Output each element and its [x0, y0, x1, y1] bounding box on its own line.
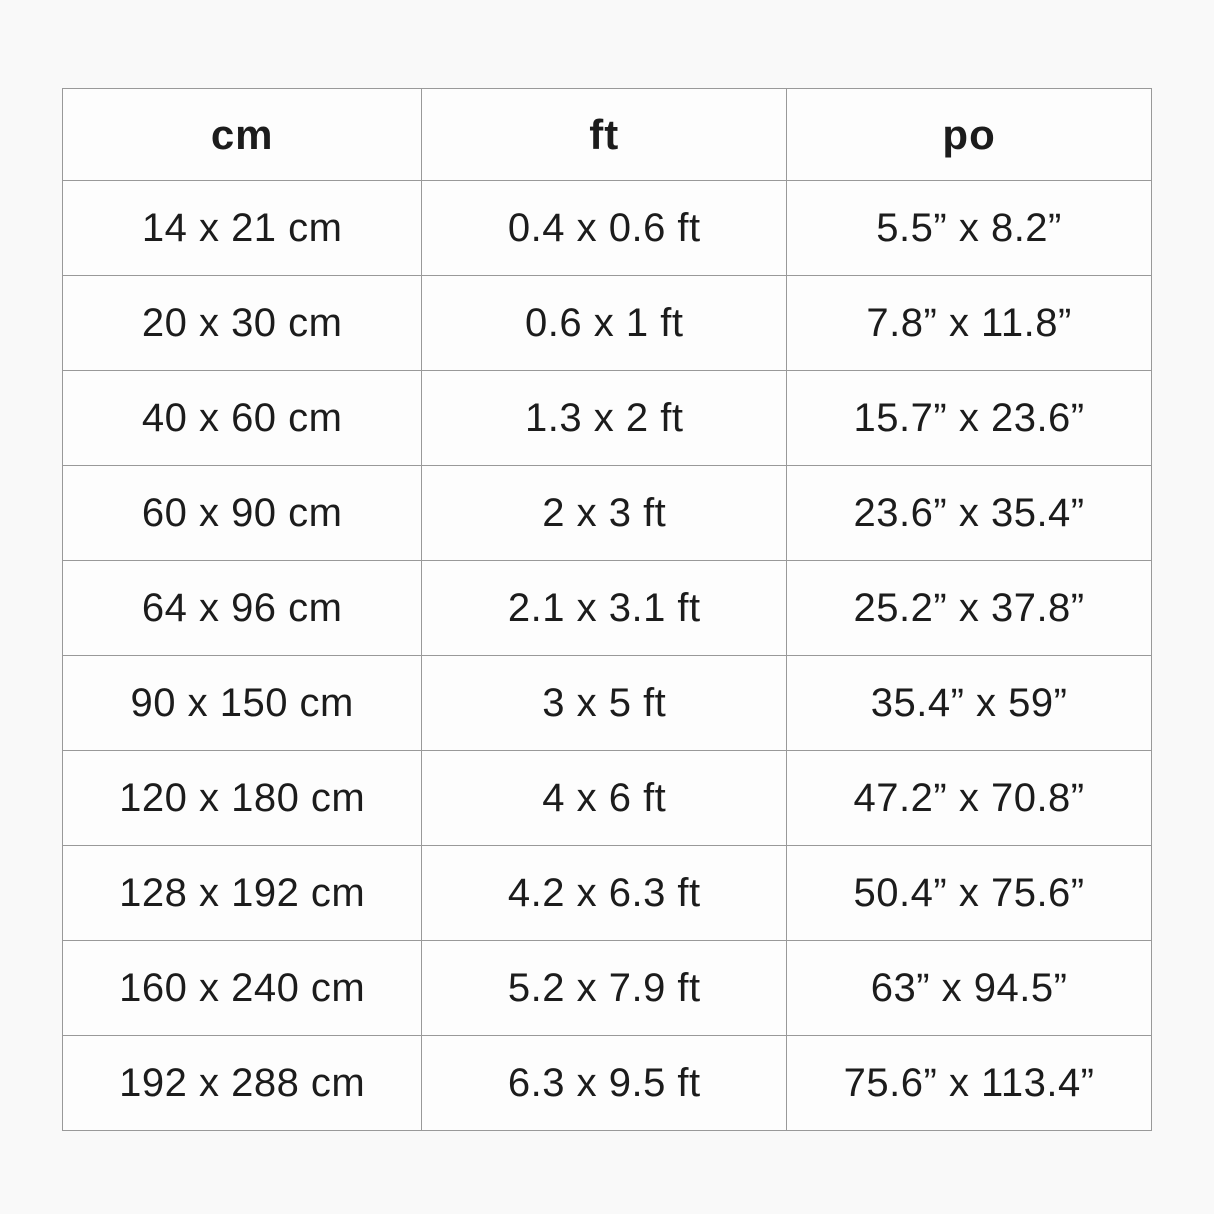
cell-ft: 1.3 x 2 ft: [421, 370, 788, 466]
cell-cm: 14 x 21 cm: [61, 180, 423, 276]
cell-cm: 160 x 240 cm: [61, 940, 423, 1036]
cell-ft: 2.1 x 3.1 ft: [421, 560, 788, 656]
size-conversion-table: cm ft po 14 x 21 cm 0.4 x 0.6 ft 5.5” x …: [61, 88, 1152, 1131]
cell-ft: 2 x 3 ft: [421, 465, 788, 561]
cell-ft: 6.3 x 9.5 ft: [421, 1035, 788, 1131]
cell-po: 25.2” x 37.8”: [786, 560, 1152, 656]
cell-po: 5.5” x 8.2”: [786, 180, 1152, 276]
cell-ft: 0.4 x 0.6 ft: [421, 180, 788, 276]
cell-ft: 5.2 x 7.9 ft: [421, 940, 788, 1036]
table-header-row: cm ft po: [61, 88, 1152, 181]
cell-po: 63” x 94.5”: [786, 940, 1152, 1036]
table-row: 120 x 180 cm 4 x 6 ft 47.2” x 70.8”: [61, 750, 1152, 846]
cell-cm: 40 x 60 cm: [61, 370, 423, 466]
table-row: 192 x 288 cm 6.3 x 9.5 ft 75.6” x 113.4”: [61, 1035, 1152, 1131]
table-row: 160 x 240 cm 5.2 x 7.9 ft 63” x 94.5”: [61, 940, 1152, 1036]
cell-cm: 64 x 96 cm: [61, 560, 423, 656]
table-row: 90 x 150 cm 3 x 5 ft 35.4” x 59”: [61, 655, 1152, 751]
column-header-ft: ft: [421, 88, 788, 181]
cell-cm: 192 x 288 cm: [61, 1035, 423, 1131]
cell-po: 75.6” x 113.4”: [786, 1035, 1152, 1131]
cell-ft: 4.2 x 6.3 ft: [421, 845, 788, 941]
column-header-cm: cm: [61, 88, 423, 181]
cell-po: 7.8” x 11.8”: [786, 275, 1152, 371]
cell-po: 35.4” x 59”: [786, 655, 1152, 751]
table-row: 60 x 90 cm 2 x 3 ft 23.6” x 35.4”: [61, 465, 1152, 561]
cell-po: 50.4” x 75.6”: [786, 845, 1152, 941]
table-row: 64 x 96 cm 2.1 x 3.1 ft 25.2” x 37.8”: [61, 560, 1152, 656]
cell-ft: 0.6 x 1 ft: [421, 275, 788, 371]
cell-cm: 90 x 150 cm: [61, 655, 423, 751]
table-row: 14 x 21 cm 0.4 x 0.6 ft 5.5” x 8.2”: [61, 180, 1152, 276]
cell-cm: 60 x 90 cm: [61, 465, 423, 561]
cell-cm: 120 x 180 cm: [61, 750, 423, 846]
column-header-po: po: [786, 88, 1152, 181]
cell-ft: 3 x 5 ft: [421, 655, 788, 751]
cell-po: 23.6” x 35.4”: [786, 465, 1152, 561]
table-row: 128 x 192 cm 4.2 x 6.3 ft 50.4” x 75.6”: [61, 845, 1152, 941]
cell-cm: 20 x 30 cm: [61, 275, 423, 371]
cell-cm: 128 x 192 cm: [61, 845, 423, 941]
table-row: 40 x 60 cm 1.3 x 2 ft 15.7” x 23.6”: [61, 370, 1152, 466]
cell-po: 15.7” x 23.6”: [786, 370, 1152, 466]
cell-po: 47.2” x 70.8”: [786, 750, 1152, 846]
table-row: 20 x 30 cm 0.6 x 1 ft 7.8” x 11.8”: [61, 275, 1152, 371]
cell-ft: 4 x 6 ft: [421, 750, 788, 846]
